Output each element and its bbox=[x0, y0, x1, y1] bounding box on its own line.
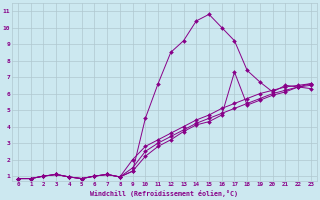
X-axis label: Windchill (Refroidissement éolien,°C): Windchill (Refroidissement éolien,°C) bbox=[91, 190, 238, 197]
